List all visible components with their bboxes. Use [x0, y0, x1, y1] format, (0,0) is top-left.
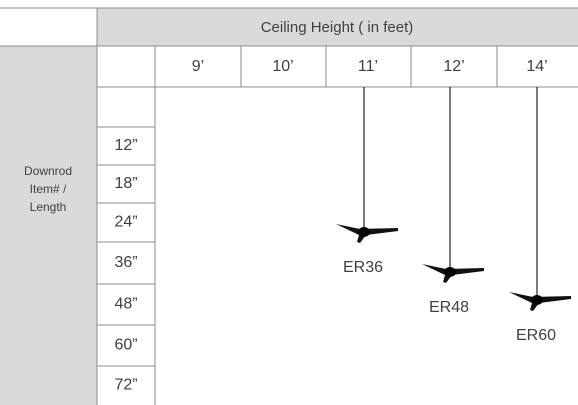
- grid: [0, 7, 578, 405]
- row-header: Downrod: [24, 164, 72, 178]
- column-label: 11’: [358, 58, 378, 75]
- row-label: 24”: [114, 214, 137, 231]
- header-title: Ceiling Height ( in feet): [261, 19, 414, 36]
- fan-label: ER60: [516, 327, 556, 344]
- row-label: 36”: [114, 254, 137, 271]
- row-label: 72”: [114, 377, 137, 394]
- fan-hub: [358, 227, 370, 237]
- row-label: 12”: [114, 137, 137, 154]
- fan-hub: [444, 267, 456, 277]
- fan-hub: [531, 295, 543, 305]
- column-label: 9’: [192, 58, 204, 75]
- header-bg: [97, 8, 578, 46]
- column-label: 10’: [272, 58, 293, 75]
- fan-label: ER48: [429, 299, 469, 316]
- row-label: 18”: [114, 175, 137, 192]
- row-label: 48”: [114, 296, 137, 313]
- row-header: Item# /: [30, 182, 67, 196]
- column-label: 12’: [443, 58, 464, 75]
- column-label: 14’: [526, 58, 547, 75]
- side-bg: [0, 46, 97, 405]
- row-label: 60”: [114, 337, 137, 354]
- fan-label: ER36: [343, 259, 383, 276]
- row-header: Length: [30, 200, 67, 214]
